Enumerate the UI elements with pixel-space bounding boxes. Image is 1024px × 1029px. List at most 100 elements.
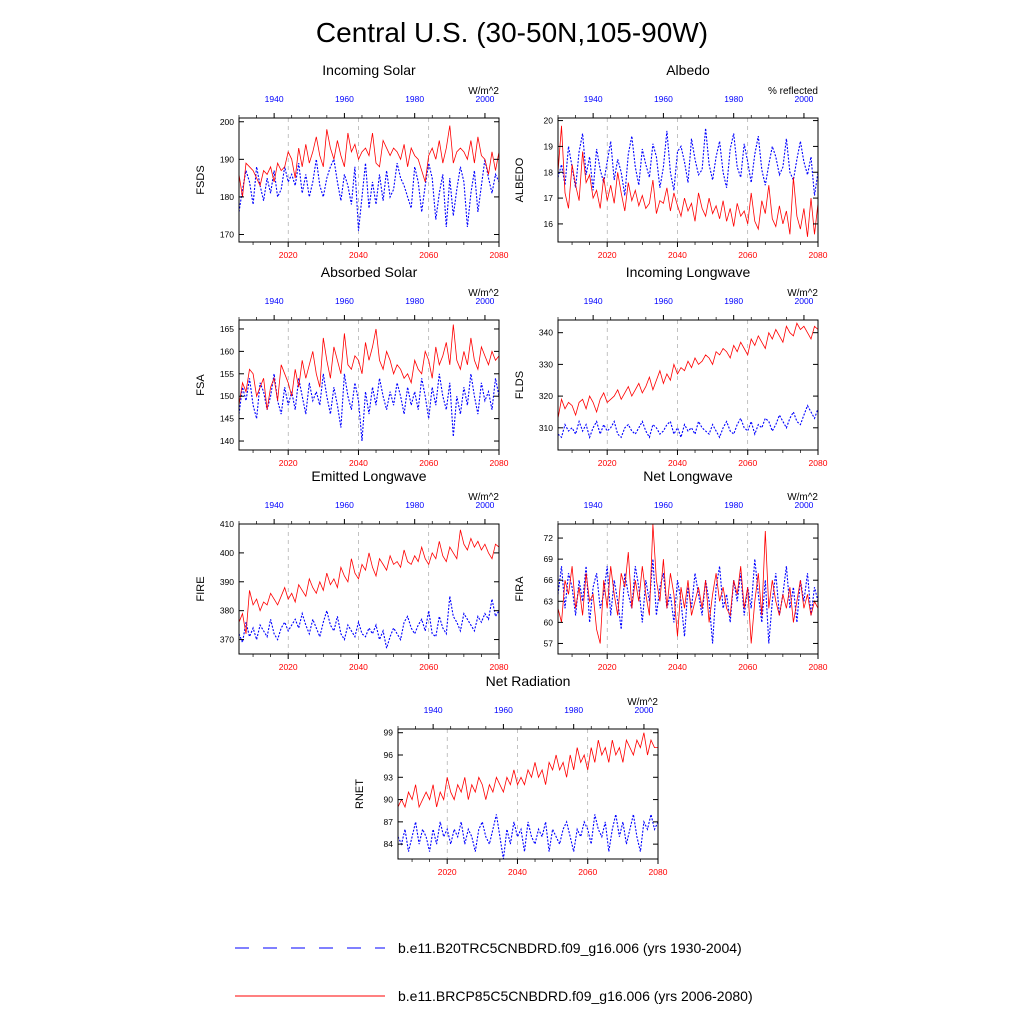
y-tick-label: 20 [544, 116, 554, 126]
x-tick-label-top: 2000 [475, 94, 494, 104]
plot-frame [557, 523, 819, 655]
y-tick-label: 170 [220, 229, 234, 239]
y-tick-label: 57 [544, 638, 554, 648]
series-future [238, 529, 500, 634]
x-tick-label-top: 1960 [654, 94, 673, 104]
panel-fsa: Absorbed Solar W/m^2 FSA 140 145 150 155 160 165… [195, 264, 509, 468]
y-axis-label: FIRE [195, 576, 207, 601]
x-tick-label-bottom: 2080 [809, 458, 828, 468]
series-historical [238, 157, 500, 231]
y-tick-label: 390 [220, 577, 234, 587]
x-tick-label-bottom: 2020 [598, 458, 617, 468]
x-tick-label-bottom: 2080 [649, 867, 668, 877]
x-tick-label-bottom: 2040 [668, 250, 687, 260]
x-tick-label-top: 1980 [405, 94, 424, 104]
x-tick-label-top: 1940 [265, 94, 284, 104]
y-tick-label: 180 [220, 192, 234, 202]
x-tick-label-top: 1940 [265, 500, 284, 510]
panel-fsds: Incoming Solar W/m^2 FSDS 170 180 190 200 2020 2… [195, 62, 509, 260]
x-tick-label-bottom: 2060 [578, 867, 597, 877]
y-tick-label: 370 [220, 635, 234, 645]
unit-label: W/m^2 [468, 86, 499, 97]
y-tick-label: 320 [539, 391, 553, 401]
panel-fire: Emitted Longwave W/m^2 FIRE 370 380 390 400 410… [195, 468, 509, 672]
unit-label: W/m^2 [468, 492, 499, 503]
x-tick-label-bottom: 2080 [490, 250, 509, 260]
unit-label: W/m^2 [468, 288, 499, 299]
x-tick-label-bottom: 2060 [738, 458, 757, 468]
panel-title: Albedo [666, 62, 710, 78]
x-tick-label-bottom: 2040 [349, 250, 368, 260]
y-tick-label: 87 [384, 817, 394, 827]
y-tick-label: 18 [544, 167, 554, 177]
x-tick-label-top: 1980 [405, 296, 424, 306]
x-tick-label-top: 1980 [724, 500, 743, 510]
panel-title: Net Longwave [643, 468, 733, 484]
y-axis-label: RNET [354, 779, 366, 809]
panel-title: Incoming Longwave [626, 264, 751, 280]
y-tick-label: 66 [544, 575, 554, 585]
x-tick-label-top: 1980 [564, 705, 583, 715]
plot-frame [557, 117, 819, 243]
y-axis-label: FIRA [514, 576, 526, 602]
x-tick-label-top: 1940 [424, 705, 443, 715]
y-tick-label: 96 [384, 750, 394, 760]
y-tick-label: 84 [384, 839, 394, 849]
plot-frame [557, 319, 819, 451]
y-tick-label: 160 [220, 346, 234, 356]
panel-title: Emitted Longwave [311, 468, 426, 484]
x-tick-label-bottom: 2020 [279, 662, 298, 672]
y-tick-label: 19 [544, 141, 554, 151]
series-future [397, 732, 658, 809]
x-tick-label-bottom: 2060 [419, 250, 438, 260]
x-tick-label-bottom: 2040 [349, 458, 368, 468]
series-historical [238, 596, 500, 649]
y-tick-label: 165 [220, 324, 234, 334]
series-historical [557, 128, 819, 196]
series-historical [397, 814, 659, 860]
y-tick-label: 99 [384, 728, 394, 738]
x-tick-label-top: 1960 [494, 705, 513, 715]
plot-frame [238, 117, 500, 243]
y-tick-label: 16 [544, 219, 554, 229]
x-tick-label-top: 2000 [794, 500, 813, 510]
x-tick-label-bottom: 2020 [279, 250, 298, 260]
x-tick-label-top: 2000 [634, 705, 653, 715]
series-future [238, 324, 500, 410]
y-axis-label: FSA [195, 374, 207, 396]
x-tick-label-bottom: 2080 [809, 662, 828, 672]
x-tick-label-top: 1960 [335, 500, 354, 510]
x-tick-label-bottom: 2080 [490, 662, 509, 672]
y-tick-label: 17 [544, 193, 554, 203]
y-tick-label: 155 [220, 369, 234, 379]
y-tick-label: 145 [220, 414, 234, 424]
x-tick-label-top: 2000 [794, 296, 813, 306]
y-tick-label: 410 [220, 519, 234, 529]
unit-label: W/m^2 [627, 697, 658, 708]
x-tick-label-bottom: 2060 [738, 662, 757, 672]
series-future [557, 125, 819, 237]
y-tick-label: 330 [539, 359, 553, 369]
panel-rnet: Net Radiation W/m^2 RNET 84 87 90 93 96 99 2020 20… [354, 673, 668, 877]
y-tick-label: 150 [220, 391, 234, 401]
x-tick-label-bottom: 2020 [279, 458, 298, 468]
x-tick-label-bottom: 2020 [598, 250, 617, 260]
x-tick-label-top: 1960 [654, 500, 673, 510]
unit-label: % reflected [768, 86, 818, 97]
panel-fira: Net Longwave W/m^2 FIRA 57 60 63 66 69 72 2020 204… [514, 468, 828, 672]
x-tick-label-bottom: 2040 [349, 662, 368, 672]
x-tick-label-bottom: 2040 [508, 867, 527, 877]
y-axis-label: FLDS [514, 371, 526, 399]
x-tick-label-top: 1960 [335, 296, 354, 306]
y-tick-label: 60 [544, 617, 554, 627]
series-historical [557, 559, 819, 644]
series-historical [557, 404, 819, 440]
y-tick-label: 69 [544, 554, 554, 564]
y-tick-label: 140 [220, 436, 234, 446]
x-tick-label-top: 1940 [584, 500, 603, 510]
figure-title: Central U.S. (30-50N,105-90W) [316, 17, 708, 48]
plot-frame [397, 728, 659, 860]
series-historical [238, 373, 500, 442]
